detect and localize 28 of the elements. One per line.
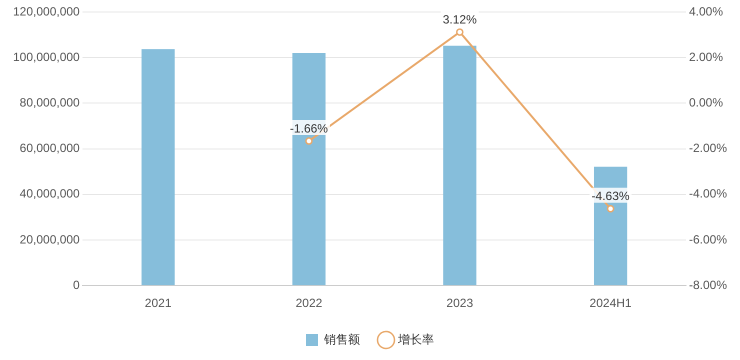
y2-tick-label: -6.00%: [688, 232, 728, 246]
y2-tick-label: 2.00%: [688, 50, 724, 64]
data-label: 3.12%: [442, 12, 478, 26]
x-tick-label: 2022: [296, 296, 323, 310]
x-tick-label: 2021: [144, 296, 172, 310]
y-tick-label: 40,000,000: [20, 186, 80, 201]
legend-label: 增长率: [397, 332, 434, 346]
y-tick-label: 80,000,000: [20, 96, 80, 110]
bar: [142, 49, 175, 286]
x-tick-label: 2024H1: [590, 296, 632, 310]
point: [456, 28, 464, 36]
y2-tick-label: -4.00%: [688, 186, 728, 201]
y-tick-label: 100,000,000: [13, 50, 80, 64]
data-label: -4.63%: [592, 189, 630, 204]
y-tick-label: 0: [73, 278, 80, 292]
y-tick-label: 60,000,000: [20, 141, 80, 156]
point: [305, 137, 313, 145]
x-tick-label: 2023: [446, 296, 474, 310]
y2-tick-label: -8.00%: [688, 278, 728, 292]
bar: [443, 46, 476, 286]
y-tick-label: 20,000,000: [20, 232, 80, 246]
y2-tick-label: -2.00%: [688, 141, 728, 156]
legend-label: 销售额: [323, 332, 360, 346]
point: [606, 205, 614, 213]
data-label: -1.66%: [290, 121, 328, 136]
y-tick-label: 120,000,000: [13, 4, 80, 18]
y2-tick-label: 4.00%: [688, 4, 724, 18]
y2-tick-label: 0.00%: [688, 96, 724, 110]
